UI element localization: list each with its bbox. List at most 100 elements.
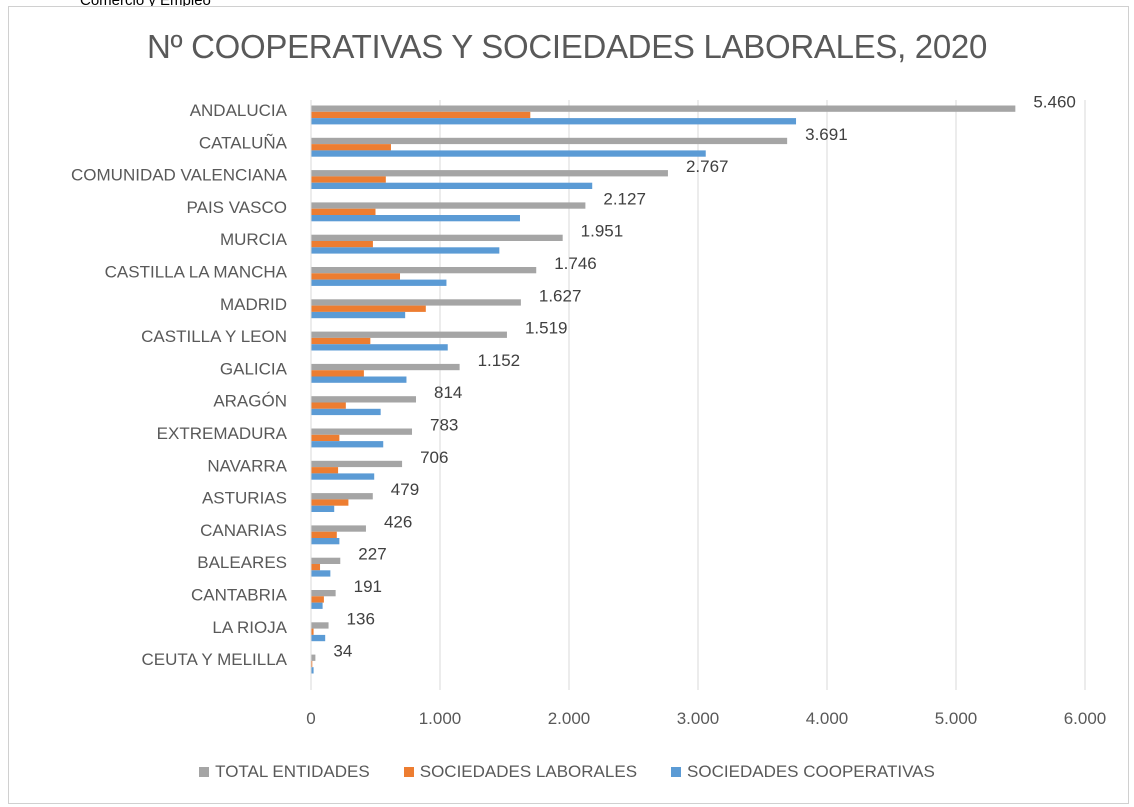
category-label: CEUTA Y MELILLA — [141, 650, 287, 669]
bar-total-entidades — [311, 105, 1016, 112]
data-label: 191 — [354, 577, 382, 596]
bar-total-entidades — [311, 234, 563, 241]
legend-swatch — [671, 767, 682, 777]
bar-total-entidades — [311, 557, 341, 564]
bar-sociedades-cooperativas — [311, 602, 323, 609]
category-label: PAIS VASCO — [187, 198, 287, 217]
bar-total-entidades — [311, 460, 403, 468]
bar-total-entidades — [311, 170, 668, 177]
bar-total-entidades — [311, 331, 507, 338]
legend-item: SOCIEDADES LABORALES — [403, 762, 637, 782]
data-label: 814 — [434, 383, 462, 402]
bar-sociedades-laborales — [311, 337, 371, 345]
category-label: COMUNIDAD VALENCIANA — [71, 166, 288, 185]
category-label: EXTREMADURA — [157, 424, 288, 443]
bar-sociedades-laborales — [311, 111, 531, 119]
bar-sociedades-laborales — [311, 305, 426, 312]
data-label: 34 — [333, 642, 352, 661]
x-tick-label: 4.000 — [806, 709, 849, 728]
bar-total-entidades — [311, 654, 316, 661]
bar-sociedades-laborales — [311, 660, 313, 668]
gridlines — [439, 100, 1086, 690]
data-label: 1.627 — [539, 286, 582, 305]
bars — [311, 105, 1016, 674]
bar-sociedades-laborales — [311, 499, 349, 506]
bar-total-entidades — [311, 202, 586, 209]
bar-sociedades-cooperativas — [311, 408, 381, 416]
data-label: 227 — [358, 545, 386, 564]
bar-sociedades-cooperativas — [311, 473, 375, 480]
data-label: 783 — [430, 416, 458, 435]
legend-label: TOTAL ENTIDADES — [215, 762, 370, 781]
data-label: 3.691 — [805, 125, 848, 144]
data-label: 2.767 — [686, 157, 729, 176]
bar-sociedades-cooperativas — [311, 118, 797, 125]
bar-total-entidades — [311, 299, 521, 306]
bar-total-entidades — [311, 622, 329, 629]
legend-label: SOCIEDADES COOPERATIVAS — [687, 762, 935, 781]
legend-swatch — [199, 767, 210, 777]
bar-sociedades-cooperativas — [311, 505, 335, 512]
category-label: CASTILLA LA MANCHA — [105, 263, 288, 282]
chart-title: Nº COOPERATIVAS Y SOCIEDADES LABORALES, … — [146, 28, 988, 65]
bar-total-entidades — [311, 590, 336, 597]
bar-sociedades-cooperativas — [311, 311, 406, 319]
category-label: MADRID — [220, 295, 287, 314]
bar-sociedades-cooperativas — [311, 344, 448, 351]
x-tick-label: 2.000 — [548, 709, 591, 728]
data-label: 136 — [347, 609, 375, 628]
bar-sociedades-laborales — [311, 467, 339, 474]
legend-swatch — [403, 767, 414, 777]
data-label: 1.519 — [525, 319, 568, 338]
data-label: 706 — [420, 448, 448, 467]
bar-sociedades-laborales — [311, 208, 376, 215]
bar-sociedades-cooperativas — [311, 279, 447, 286]
x-tick-label: 1.000 — [419, 709, 462, 728]
x-tick-label: 0 — [306, 709, 315, 728]
axis: 0 1.000 2.000 3.000 4.000 5.000 6.000 ANDALUCIA… — [71, 100, 1106, 728]
x-tick-label: 5.000 — [935, 709, 978, 728]
bar-sociedades-cooperativas — [311, 247, 500, 254]
data-label: 2.127 — [603, 189, 646, 208]
bar-sociedades-cooperativas — [311, 215, 520, 222]
bar-sociedades-cooperativas — [311, 182, 593, 189]
data-label: 1.746 — [554, 254, 597, 273]
category-label: ARAGÓN — [213, 392, 287, 411]
category-label: CASTILLA Y LEON — [141, 327, 287, 346]
bar-total-entidades — [311, 267, 537, 274]
bar-sociedades-laborales — [311, 434, 340, 442]
bar-total-entidades — [311, 493, 373, 500]
bar-sociedades-cooperativas — [311, 634, 326, 642]
bar-total-entidades — [311, 137, 788, 145]
data-label: 426 — [384, 512, 412, 531]
bar-total-entidades — [311, 363, 460, 371]
legend-item: SOCIEDADES COOPERATIVAS — [671, 762, 935, 782]
bar-sociedades-laborales — [311, 564, 321, 571]
bar-total-entidades — [311, 428, 413, 435]
bar-sociedades-cooperativas — [311, 538, 340, 545]
bar-sociedades-laborales — [311, 144, 391, 151]
category-label: CATALUÑA — [199, 133, 288, 152]
legend-item: TOTAL ENTIDADES — [199, 762, 370, 782]
legend: TOTAL ENTIDADES SOCIEDADES LABORALES SOCIE… — [0, 762, 1134, 782]
labels: 5.460 3.691 2.767 2.127 1.951 1.746 1.627 1.519… — [333, 93, 1076, 661]
category-label: CANARIAS — [200, 521, 287, 540]
bar-total-entidades — [311, 525, 366, 532]
category-label: ANDALUCIA — [190, 101, 288, 120]
bar-sociedades-laborales — [311, 531, 337, 538]
x-tick-label: 3.000 — [677, 709, 720, 728]
category-label: NAVARRA — [207, 456, 287, 475]
bar-sociedades-laborales — [311, 273, 401, 280]
bar-sociedades-laborales — [311, 176, 386, 183]
bar-total-entidades — [311, 396, 417, 403]
x-tick-label: 6.000 — [1064, 709, 1107, 728]
data-label: 1.152 — [478, 351, 521, 370]
data-label: 5.460 — [1033, 93, 1076, 112]
data-label: 479 — [391, 480, 419, 499]
category-label: GALICIA — [220, 359, 288, 378]
category-label: LA RIOJA — [212, 618, 287, 637]
bar-sociedades-cooperativas — [311, 150, 706, 157]
category-label: CANTABRIA — [191, 586, 288, 605]
bar-sociedades-laborales — [311, 241, 373, 248]
